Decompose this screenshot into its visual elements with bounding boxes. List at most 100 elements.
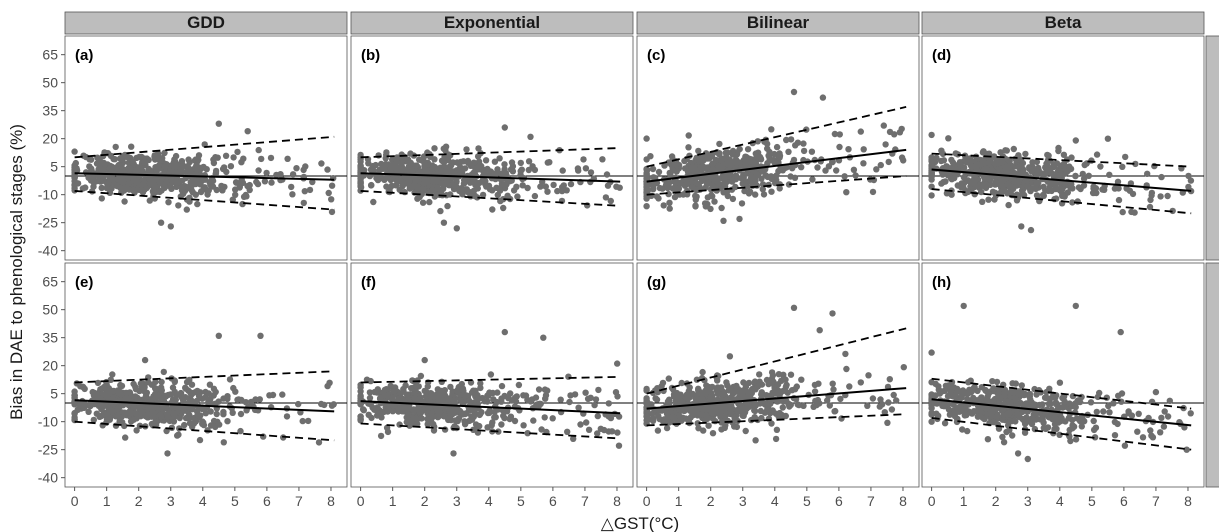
data-point [1019,190,1026,197]
panel-tag: (g) [647,274,666,291]
lower-quantile-line [931,188,1192,215]
data-point [125,179,132,187]
upper-quantile-line [74,135,335,159]
data-point [1103,394,1111,401]
data-point [1106,171,1113,178]
data-point [677,398,684,405]
data-point [1014,410,1021,418]
data-point [434,386,441,393]
outlier-point [164,450,171,457]
data-point [786,403,793,410]
data-point [1187,410,1194,417]
data-point [94,177,101,185]
data-point [695,147,702,155]
outlier-point [540,334,547,341]
data-point [715,390,722,398]
data-point [370,167,377,174]
data-point [140,180,147,188]
data-point [71,164,79,172]
data-point [498,382,506,390]
data-point [159,155,166,162]
data-point [711,177,718,184]
x-tick-label: 0 [71,493,79,509]
data-point [112,165,119,172]
data-point [605,400,612,407]
data-point [1093,151,1101,158]
data-point [164,413,171,421]
data-point [98,195,106,202]
data-point [95,394,102,401]
y-tick-label: 35 [42,103,58,119]
data-point [1147,196,1154,204]
data-point [776,152,783,160]
outlier-point [790,88,798,96]
data-point [96,155,104,163]
data-point [697,175,705,182]
data-point [480,168,487,175]
data-point [541,414,548,421]
data-point [194,200,201,208]
data-point [672,186,680,193]
data-point [958,180,965,187]
data-point [587,394,594,401]
outlier-point [157,219,165,226]
data-point [397,390,405,397]
outlier-point [440,219,448,226]
data-point [670,161,677,168]
data-point [1066,400,1073,407]
upper-quantile-line [646,106,907,168]
data-point [1131,209,1138,216]
data-point [860,146,867,153]
data-point [935,386,942,393]
data-point [683,391,691,398]
data-point [318,160,325,167]
data-point [898,154,906,161]
data-point [580,156,587,163]
data-point [459,191,466,198]
data-point [237,410,245,418]
data-point [227,163,235,170]
data-point [203,166,210,173]
data-point [599,156,606,163]
data-point [746,188,754,195]
outlier-point [1014,450,1022,457]
data-point [1164,192,1171,200]
data-point [486,409,493,417]
y-tick-label: 65 [42,47,58,63]
data-point [885,399,892,406]
data-point [1006,157,1013,165]
data-point [133,167,141,174]
data-point [692,202,699,209]
data-point [205,187,212,194]
data-point [496,187,504,194]
data-point [301,188,308,195]
data-point [550,181,557,189]
y-tick-label: 50 [42,302,58,318]
data-point [1132,160,1139,168]
data-point [71,392,78,399]
data-point [468,416,476,423]
data-point [1036,401,1043,409]
data-point [837,395,844,403]
data-point [414,420,421,428]
data-point [700,427,707,434]
data-point [1069,199,1076,206]
data-point [326,379,333,386]
data-point [1148,189,1156,197]
data-point [896,129,904,136]
data-point [417,372,425,380]
data-point [972,396,979,404]
data-point [1101,186,1108,193]
data-point [491,158,499,165]
data-point [357,173,364,180]
data-point [744,146,752,153]
data-point [146,167,154,174]
data-point [103,416,111,424]
data-point [224,393,231,400]
data-point [782,412,789,420]
data-point [474,396,482,403]
data-point [230,154,237,161]
data-point [1157,193,1164,200]
data-point [428,412,435,419]
data-point [694,420,701,427]
